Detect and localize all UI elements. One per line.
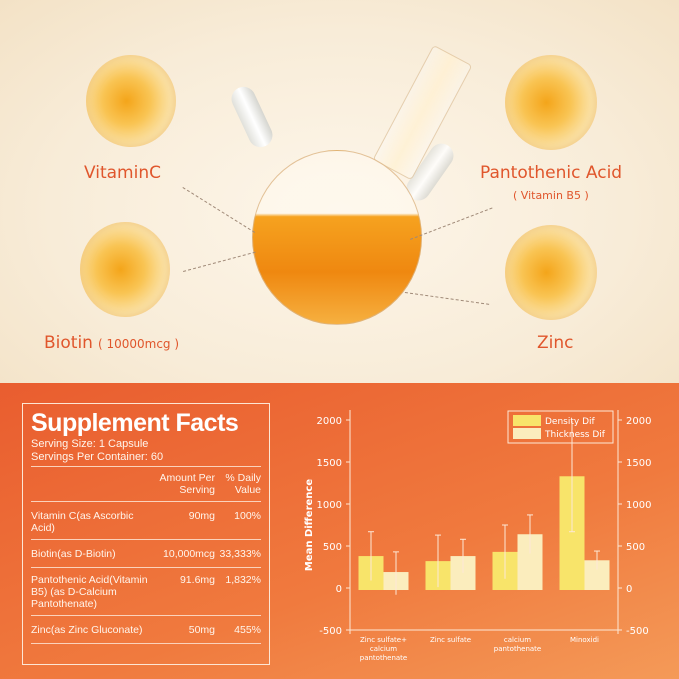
vitamin-c-label: VitaminC [84, 163, 161, 183]
biotin-label-group: Biotin ( 10000mcg ) [44, 333, 179, 353]
facts-title: Supplement Facts [31, 409, 239, 437]
ingredients-illustration: VitaminC Biotin ( 10000mcg ) Pantothenic… [0, 0, 679, 383]
pantothenic-sub: ( Vitamin B5 ) [513, 189, 589, 202]
flask-icon [252, 150, 422, 325]
legend-swatch [513, 428, 541, 439]
biotin-dose: ( 10000mcg ) [97, 337, 180, 351]
capsule-icon [227, 82, 277, 152]
zinc-label: Zinc [537, 333, 574, 353]
y-tick-label-left: 2000 [317, 416, 342, 427]
y-tick-label-left: -500 [319, 626, 342, 637]
nutrient-dv: 455% [234, 624, 261, 636]
legend-box [507, 410, 614, 444]
nutrient-dv: 33,333% [219, 548, 261, 560]
nutrient-dv: 100% [234, 510, 261, 522]
y-axis-label: Mean Difference [304, 479, 315, 571]
y-tick-label-right: 500 [626, 542, 645, 553]
nutrient-dv: 1,832% [225, 574, 261, 586]
dv-header: % Daily Value [225, 472, 261, 496]
vitamin-c-bubble [86, 55, 176, 147]
y-tick-label-left: 1000 [317, 500, 342, 511]
facts-row: Zinc(as Zinc Gluconate) 50mg 455% [31, 616, 261, 644]
nutrient-amount: 91.6mg [179, 574, 215, 586]
x-tick-label: Minoxidi [570, 636, 599, 644]
legend-swatch [513, 415, 541, 426]
x-tick-label: Zinc sulfate+ calcium pantothenate [360, 636, 407, 662]
connector-line [183, 251, 256, 272]
x-tick-label: calcium pantothenate [494, 636, 541, 653]
y-tick-label-left: 500 [323, 542, 342, 553]
facts-row: Vitamin C(as Ascorbic Acid) 90mg 100% [31, 502, 261, 540]
y-tick-label-right: 1000 [626, 500, 651, 511]
nutrient-name: Pantothenic Acid(Vitamin B5) (as D-Calci… [31, 574, 148, 610]
servings-per-container: Servings Per Container: 60 [31, 451, 164, 463]
nutrient-name: Biotin(as D-Biotin) [31, 548, 116, 560]
facts-row: Biotin(as D-Biotin) 10,000mcg 33,333% [31, 540, 261, 568]
x-tick-label: Zinc sulfate [430, 636, 471, 644]
y-tick-label-left: 1500 [317, 458, 342, 469]
connector-line [410, 207, 493, 240]
zinc-bubble [505, 225, 597, 320]
serving-info: Serving Size: 1 Capsule Servings Per Con… [31, 438, 261, 467]
supplement-facts-panel: Supplement Facts Serving Size: 1 Capsule… [22, 403, 270, 665]
y-tick-label-right: 0 [626, 584, 632, 595]
amount-header: Amount Per Serving [159, 472, 215, 496]
nutrient-amount: 10,000mcg [163, 548, 215, 560]
pantothenic-label: Pantothenic Acid [480, 163, 623, 183]
facts-header: Amount Per Serving % Daily Value [31, 467, 261, 502]
connector-line [182, 187, 256, 233]
legend-label: Thickness Dif [544, 430, 606, 440]
nutrient-name: Zinc(as Zinc Gluconate) [31, 624, 143, 636]
y-tick-label-right: 1500 [626, 458, 651, 469]
legend-label: Density Dif [545, 417, 596, 427]
biotin-bubble [80, 222, 170, 317]
mean-difference-chart: 2000 2000 1500 1500 1000 1000 500 500 0 0 -500 -500… [304, 410, 651, 662]
y-tick-label-left: 0 [336, 584, 342, 595]
nutrient-amount: 90mg [188, 510, 215, 522]
y-tick-label-right: -500 [626, 626, 649, 637]
y-tick-label-right: 2000 [626, 416, 651, 427]
pantothenic-bubble [505, 55, 597, 150]
biotin-label: Biotin [44, 333, 93, 353]
facts-row: Pantothenic Acid(Vitamin B5) (as D-Calci… [31, 568, 261, 616]
serving-size: Serving Size: 1 Capsule [31, 438, 149, 450]
nutrient-amount: 50mg [188, 624, 215, 636]
nutrient-name: Vitamin C(as Ascorbic Acid) [31, 510, 134, 534]
connector-line [404, 292, 490, 305]
